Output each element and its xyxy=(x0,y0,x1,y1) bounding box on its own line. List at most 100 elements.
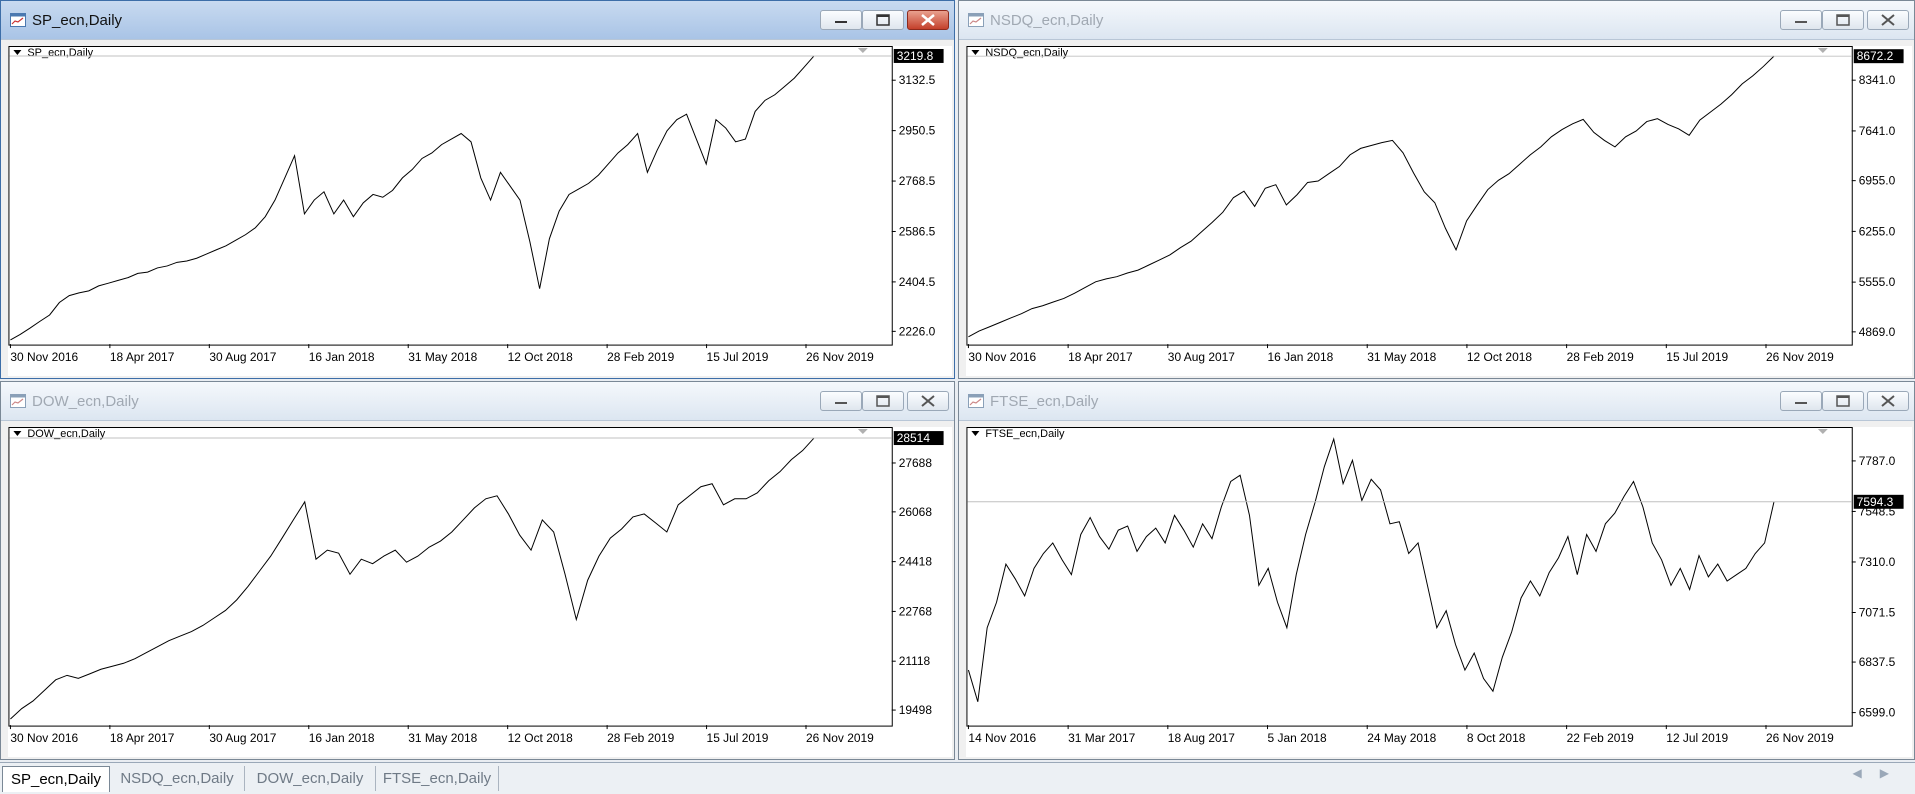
x-tick-label: 15 Jul 2019 xyxy=(1666,350,1728,364)
close-icon xyxy=(921,395,935,407)
tab-scroll-arrows-icon[interactable]: ◀▶ xyxy=(1852,766,1907,780)
x-tick-label: 5 Jan 2018 xyxy=(1268,731,1328,745)
shift-marker-icon xyxy=(1817,428,1828,434)
window-titlebar[interactable]: NSDQ_ecn,Daily xyxy=(959,1,1914,40)
x-tick-label: 26 Nov 2019 xyxy=(1766,350,1834,364)
maximize-icon xyxy=(876,395,890,407)
y-tick-label: 26068 xyxy=(899,505,933,519)
chart-area[interactable]: DOW_ecn,Daily 27688 26068 24418 22768 21118 19… xyxy=(8,427,952,757)
current-price-label: 3219.8 xyxy=(897,49,934,63)
tab-dow[interactable]: DOW_ecn,Daily xyxy=(245,766,376,791)
current-price-box xyxy=(1853,494,1904,509)
window-title: FTSE_ecn,Daily xyxy=(990,393,1099,410)
y-tick-label: 7641.0 xyxy=(1859,124,1896,138)
chart-area[interactable]: SP_ecn,Daily 3132.5 2950.5 2768.5 2586.5 2404… xyxy=(8,46,952,376)
x-tick-label: 30 Nov 2016 xyxy=(10,731,78,745)
chart-symbol-label: NSDQ_ecn,Daily xyxy=(985,47,1068,59)
y-tick-label: 4869.0 xyxy=(1859,325,1896,339)
y-tick-label: 7787.0 xyxy=(1859,454,1896,468)
chart-window-nsdq[interactable]: NSDQ_ecn,Daily NSDQ_ecn,Daily 8341.0 7641.… xyxy=(958,0,1915,379)
maximize-button[interactable] xyxy=(1822,391,1864,411)
minimize-icon xyxy=(1795,402,1807,404)
maximize-icon xyxy=(1836,14,1850,26)
plot-frame xyxy=(966,427,1853,727)
x-tick-label: 15 Jul 2019 xyxy=(707,731,769,745)
chart-dropdown-icon xyxy=(13,49,22,55)
price-line xyxy=(10,437,815,720)
chart-dropdown-icon xyxy=(971,49,980,55)
close-button[interactable] xyxy=(1867,391,1909,411)
price-chart[interactable]: FTSE_ecn,Daily7787.07548.57310.07071.568… xyxy=(966,427,1912,757)
close-button[interactable] xyxy=(1867,10,1909,30)
x-tick-label: 18 Apr 2017 xyxy=(1068,350,1133,364)
x-tick-label: 16 Jan 2018 xyxy=(309,731,375,745)
maximize-button[interactable] xyxy=(862,391,904,411)
minimize-button[interactable] xyxy=(820,391,862,411)
y-tick-label: 21118 xyxy=(899,654,931,668)
x-tick-label: 30 Nov 2016 xyxy=(10,350,78,364)
x-tick-label: 30 Aug 2017 xyxy=(209,350,276,364)
chart-window-icon xyxy=(10,394,26,408)
window-titlebar[interactable]: SP_ecn,Daily xyxy=(1,1,954,40)
maximize-button[interactable] xyxy=(862,10,904,30)
maximize-icon xyxy=(876,14,890,26)
current-price-box xyxy=(1853,49,1904,64)
chart-window-ftse[interactable]: FTSE_ecn,Daily FTSE_ecn,Daily 7787.0 7548.… xyxy=(958,381,1915,760)
window-title: NSDQ_ecn,Daily xyxy=(990,12,1104,29)
y-tick-label: 6255.0 xyxy=(1859,224,1896,238)
current-price-box xyxy=(893,48,944,63)
maximize-button[interactable] xyxy=(1822,10,1864,30)
y-tick-label: 2226.0 xyxy=(899,324,936,338)
x-tick-label: 28 Feb 2019 xyxy=(607,350,674,364)
chart-window-dow[interactable]: DOW_ecn,Daily DOW_ecn,Daily 27688 26068 244… xyxy=(0,381,955,760)
chart-window-sp[interactable]: SP_ecn,Daily SP_ecn,Daily 3132.5 2950.5 276… xyxy=(0,0,955,379)
x-tick-label: 26 Nov 2019 xyxy=(806,731,874,745)
minimize-icon xyxy=(835,21,847,23)
tab-nsdq[interactable]: NSDQ_ecn,Daily xyxy=(110,766,245,791)
tab-sp[interactable]: SP_ecn,Daily xyxy=(2,766,110,792)
y-tick-label: 5555.0 xyxy=(1859,275,1896,289)
x-tick-label: 22 Feb 2019 xyxy=(1567,731,1634,745)
chart-symbol-label: DOW_ecn,Daily xyxy=(27,428,105,440)
window-titlebar[interactable]: FTSE_ecn,Daily xyxy=(959,382,1914,421)
window-titlebar[interactable]: DOW_ecn,Daily xyxy=(1,382,954,421)
minimize-icon xyxy=(1795,21,1807,23)
y-tick-label: 2404.5 xyxy=(899,275,936,289)
minimize-button[interactable] xyxy=(1780,391,1822,411)
window-title: DOW_ecn,Daily xyxy=(32,393,139,410)
price-chart[interactable]: NSDQ_ecn,Daily 8341.0 7641.0 6955.0 6255.0 55… xyxy=(966,46,1912,376)
shift-marker-icon xyxy=(857,428,868,434)
chart-window-icon xyxy=(968,13,984,27)
y-tick-label: 7310.0 xyxy=(1859,555,1896,569)
close-button[interactable] xyxy=(907,10,949,30)
chart-symbol-label: SP_ecn,Daily xyxy=(27,47,93,59)
x-tick-label: 8 Oct 2018 xyxy=(1467,731,1526,745)
tab-ftse[interactable]: FTSE_ecn,Daily xyxy=(376,766,499,791)
shift-marker-icon xyxy=(857,47,868,53)
minimize-button[interactable] xyxy=(1780,10,1822,30)
current-price-label: 8672.2 xyxy=(1857,49,1894,63)
price-line xyxy=(968,55,1775,338)
chart-area[interactable]: FTSE_ecn,Daily 7787.0 7548.5 7310.0 7071.5 68… xyxy=(966,427,1912,757)
x-tick-label: 30 Aug 2017 xyxy=(209,731,276,745)
close-button[interactable] xyxy=(907,391,949,411)
chart-tab-bar: SP_ecn,Daily NSDQ_ecn,Daily DOW_ecn,Dail… xyxy=(0,762,1915,794)
chart-area[interactable]: NSDQ_ecn,Daily 8341.0 7641.0 6955.0 6255.0 55… xyxy=(966,46,1912,376)
price-chart[interactable]: SP_ecn,Daily 3132.5 2950.5 2768.5 2586.5 2404… xyxy=(8,46,952,376)
plot-frame xyxy=(8,46,893,346)
minimize-button[interactable] xyxy=(820,10,862,30)
x-tick-label: 15 Jul 2019 xyxy=(707,350,769,364)
x-tick-label: 31 May 2018 xyxy=(408,731,477,745)
x-tick-label: 18 Aug 2017 xyxy=(1168,731,1235,745)
y-tick-label: 8341.0 xyxy=(1859,73,1896,87)
x-tick-label: 31 Mar 2017 xyxy=(1068,731,1135,745)
y-tick-label: 19498 xyxy=(899,703,933,717)
price-chart[interactable]: DOW_ecn,Daily 27688 26068 24418 22768 21118 19… xyxy=(8,427,952,757)
x-tick-label: 30 Aug 2017 xyxy=(1168,350,1235,364)
y-tick-label: 6837.5 xyxy=(1859,655,1896,669)
current-price-box xyxy=(893,431,944,446)
y-tick-label: 3132.5 xyxy=(899,73,936,87)
y-tick-label: 2586.5 xyxy=(899,224,936,238)
shift-marker-icon xyxy=(1817,47,1828,53)
x-tick-label: 12 Oct 2018 xyxy=(508,350,573,364)
